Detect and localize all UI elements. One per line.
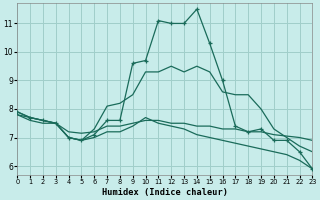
X-axis label: Humidex (Indice chaleur): Humidex (Indice chaleur) [102,188,228,197]
